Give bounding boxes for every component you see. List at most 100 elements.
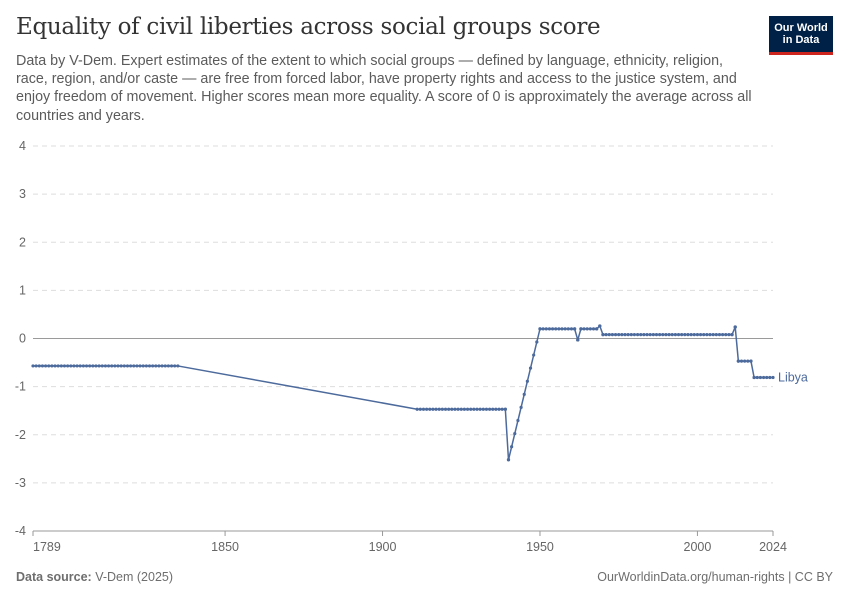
data-point [579,327,583,331]
data-point [525,379,529,383]
data-point [632,333,637,337]
data-point [670,333,674,337]
data-point [34,364,38,368]
data-point [554,327,558,331]
data-point [494,407,498,411]
chart-subtitle: Data by V-Dem. Expert estimates of the e… [16,53,752,124]
data-point [771,375,775,380]
data-source-value[interactable]: V-Dem (2025) [95,570,174,584]
data-point [169,364,174,368]
data-point [623,333,627,337]
data-point [544,327,548,331]
y-tick-label: -4 [15,524,26,538]
data-point [431,407,435,411]
data-point [176,364,180,368]
data-point [418,407,422,411]
data-point [481,407,485,411]
y-tick-label: 0 [19,332,26,346]
data-point [440,407,444,411]
data-source-label: Data source: [16,570,92,584]
data-point [695,333,700,337]
data-point [705,333,709,337]
data-point [749,359,753,363]
data-point [503,407,507,411]
data-point [686,333,690,337]
data-point [604,333,608,337]
data-point [746,359,750,363]
data-point [459,407,463,411]
data-point [642,333,646,337]
data-point [453,407,457,411]
data-point [692,333,696,337]
data-point [535,340,539,344]
data-point [135,364,139,368]
data-point [40,364,45,368]
data-point [730,333,734,337]
logo-line-2: in Data [782,34,820,46]
data-point [560,327,564,331]
data-point [44,364,48,368]
data-point [415,407,419,411]
data-point [488,407,492,411]
data-point [698,333,703,337]
data-point [758,375,763,380]
data-point [645,333,649,337]
data-point [425,407,429,411]
data-point [708,333,712,337]
gridlines [33,145,773,484]
data-point [59,364,63,368]
data-point [569,327,574,331]
x-tick-label: 2024 [759,540,787,554]
data-point [541,327,545,331]
data-point [743,359,747,363]
data-point [727,333,731,337]
data-point [84,364,89,368]
data-point [532,353,536,357]
data-point [591,327,596,331]
data-point [447,407,451,411]
x-tick-label: 1950 [526,540,554,554]
owid-logo[interactable]: Our World in Data [769,16,833,55]
data-point [739,359,744,363]
data-point [595,327,599,331]
data-point [163,364,167,368]
data-point [106,364,111,368]
data-point [510,445,514,449]
data-point [122,364,126,368]
data-point [69,364,73,368]
data-point [465,407,470,411]
data-point [711,333,715,337]
data-point [639,333,643,337]
data-point [116,364,120,368]
data-point [428,407,432,411]
data-point [752,375,756,380]
data-point [450,407,454,411]
data-point [434,407,438,411]
y-tick-label: -2 [15,428,26,442]
data-source: Data source: V-Dem (2025) [16,570,173,584]
data-point [617,333,621,337]
data-point [443,407,448,411]
data-point [724,333,728,337]
data-point [702,333,706,337]
data-point [755,375,759,380]
data-point [566,327,570,331]
data-point [588,327,592,331]
data-point [469,407,473,411]
data-point [519,405,523,410]
data-point [78,364,82,368]
data-point [667,333,671,337]
data-point [497,407,501,411]
series-label-libya: Libya [778,370,808,384]
data-point [629,333,633,337]
footer-link[interactable]: OurWorldinData.org/human-rights | CC BY [597,570,833,584]
chart-title: Equality of civil liberties across socia… [16,14,601,40]
data-point [648,333,652,337]
data-point [456,407,460,411]
data-point [636,333,640,337]
data-point [661,333,665,337]
x-tick-label: 2000 [684,540,712,554]
data-point [91,364,95,368]
data-point [110,364,114,368]
